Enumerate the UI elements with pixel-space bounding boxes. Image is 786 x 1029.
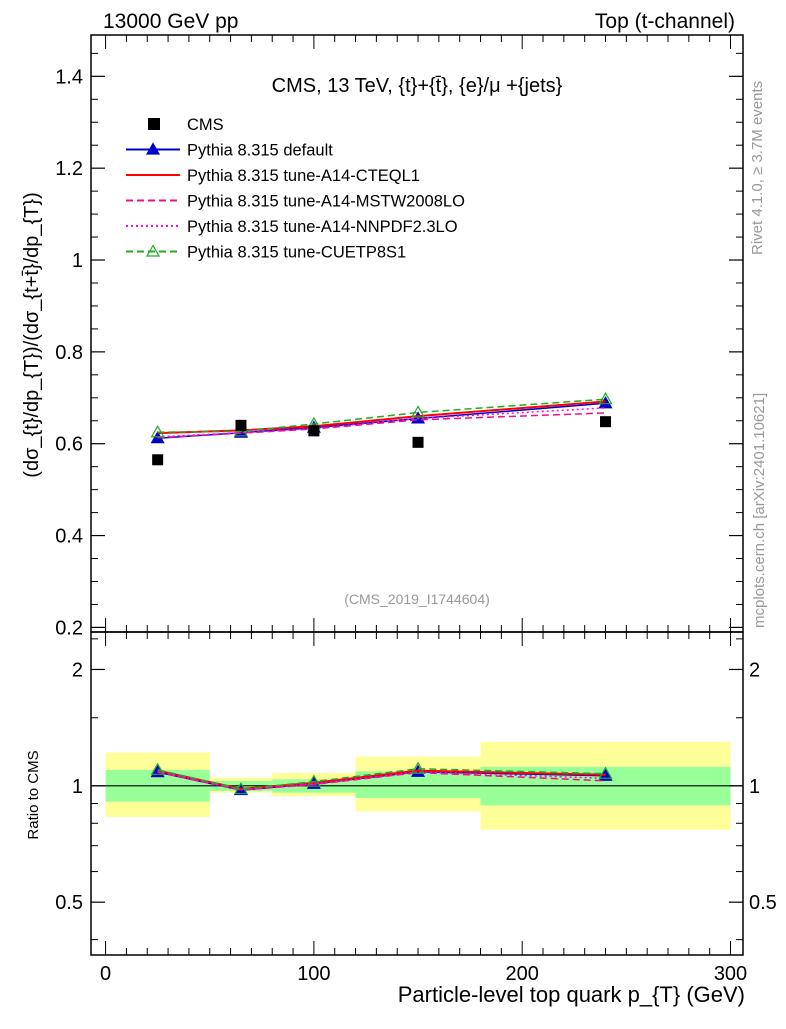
main-series-line-0: [158, 403, 606, 438]
legend: CMS Pythia 8.315 default Pythia 8.315 tune…: [126, 116, 465, 262]
ratio-panel: 0.5 0.51 12 20 100 200 300 Ratio to CMS Partic…: [25, 632, 777, 1007]
ratio-ytick-label-1: 1: [72, 776, 83, 798]
mcplots-label: mcplots.cern.ch [arXiv:2401.10621]: [751, 393, 768, 628]
x-tick-label-0: 0: [100, 963, 111, 985]
ratio-ytick-label-2: 2: [72, 659, 83, 681]
x-axis-label: Particle-level top quark p_{T} (GeV): [398, 982, 745, 1007]
main-ytick-label-2: 0.6: [55, 434, 83, 456]
cms-data-point-1: [235, 420, 246, 431]
main-title: CMS, 13 TeV, {t}+{t̄}, {e}/μ +{jets}: [272, 75, 563, 97]
cms-data-point-4: [600, 416, 611, 427]
ratio-ytick-label-right-2: 2: [749, 659, 760, 681]
header-right: Top (t-channel): [595, 10, 735, 33]
legend-label-1: Pythia 8.315 default: [187, 142, 333, 160]
rivet-label: Rivet 4.1.0, ≥ 3.7M events: [749, 81, 766, 255]
legend-label-4: Pythia 8.315 tune-A14-NNPDF2.3LO: [187, 218, 458, 236]
main-ytick-label-0: 0.2: [55, 617, 83, 639]
main-series-line-1: [158, 401, 606, 433]
main-ylabel: (dσ_{t}/dp_{T})/(dσ_{t+t̄}/dp_{T}): [21, 192, 43, 477]
legend-label-2: Pythia 8.315 tune-A14-CTEQL1: [187, 167, 420, 185]
main-ytick-label-3: 0.8: [55, 342, 83, 364]
main-ytick-label-6: 1.4: [55, 66, 83, 88]
cms-data-point-0: [152, 454, 163, 465]
cms-data-point-3: [413, 437, 424, 448]
watermark: (CMS_2019_I1744604): [344, 591, 490, 607]
ratio-plot-layer: 0.5 0.51 12 20 100 200 300: [55, 632, 777, 985]
ratio-ytick-label-right-1: 1: [749, 776, 760, 798]
ratio-ytick-label-0: 0.5: [55, 892, 83, 914]
main-ytick-label-4: 1: [72, 250, 83, 272]
legend-marker-cms: [148, 118, 160, 130]
legend-label-3: Pythia 8.315 tune-A14-MSTW2008LO: [187, 193, 465, 211]
legend-label-5: Pythia 8.315 tune-CUETP8S1: [187, 244, 406, 262]
x-tick-label-1: 100: [297, 963, 330, 985]
main-series-line-4: [158, 399, 606, 432]
plot-canvas: 13000 GeV pp Top (t-channel) Rivet 4.1.0…: [0, 0, 786, 1024]
ratio-ytick-label-right-0: 0.5: [749, 892, 777, 914]
cms-data-point-2: [308, 425, 319, 436]
main-ytick-label-5: 1.2: [55, 158, 83, 180]
ratio-ylabel: Ratio to CMS: [25, 750, 42, 839]
legend-label-0: CMS: [187, 116, 224, 134]
header-left: 13000 GeV pp: [103, 10, 238, 33]
main-ytick-label-1: 0.4: [55, 526, 83, 548]
main-panel: 0.2 0.4 0.6 0.8 1 1.2 1.4 CMS, 13 TeV, {t}+{t̄…: [21, 35, 743, 639]
